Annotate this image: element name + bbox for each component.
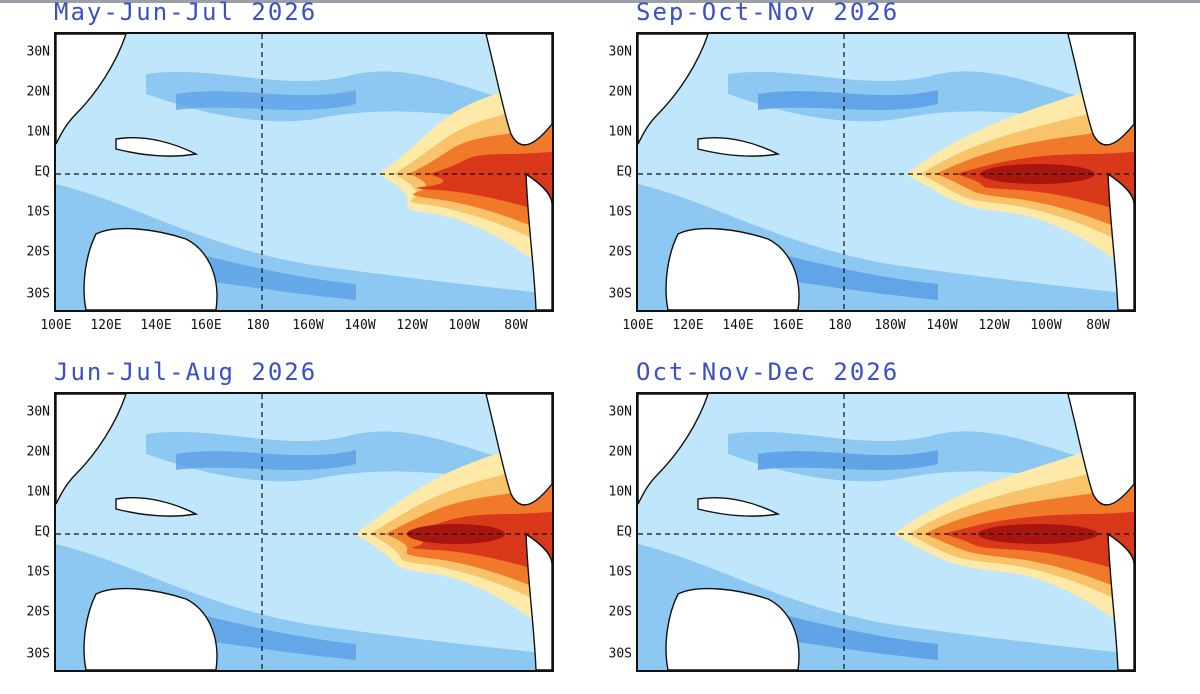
lat-label-20s: 20S <box>608 244 632 260</box>
new-guinea-land <box>697 136 781 157</box>
top-divider <box>0 0 1200 3</box>
lon-label: 180 <box>246 318 270 333</box>
lon-label: 80W <box>504 318 528 333</box>
lat-label-30s: 30S <box>608 286 632 302</box>
lat-label-20n: 20N <box>26 444 50 460</box>
anomaly-map <box>54 392 554 672</box>
lon-label: 100W <box>1030 318 1062 333</box>
lat-label-30n: 30N <box>608 44 632 60</box>
lon-label: 180W <box>874 318 906 333</box>
anomaly-map-svg <box>56 34 552 310</box>
lon-label: 80W <box>1086 318 1110 333</box>
lat-label-20n: 20N <box>608 444 632 460</box>
asia-land <box>638 34 709 145</box>
new-guinea-land <box>697 496 781 517</box>
lat-label-20s: 20S <box>26 244 50 260</box>
map-panel-jun-jul-aug: Jun-Jul-Aug 2026 30N 20N 10N EQ 10S 20S … <box>26 358 586 694</box>
lon-label: 140E <box>140 318 172 333</box>
south-america-land <box>525 172 552 310</box>
asia-land <box>56 394 127 505</box>
lat-label-30n: 30N <box>608 404 632 420</box>
lon-label: 100E <box>622 318 654 333</box>
australia-land <box>83 227 218 310</box>
north-america-land <box>1067 34 1134 146</box>
lat-label-20n: 20N <box>608 84 632 100</box>
lat-label-30n: 30N <box>26 44 50 60</box>
map-panel-sep-oct-nov: Sep-Oct-Nov 2026 30N 20N 10N EQ 10S 20S … <box>608 0 1168 334</box>
asia-land <box>638 394 709 505</box>
panel-title: Sep-Oct-Nov 2026 <box>636 0 900 26</box>
lon-label: 180 <box>828 318 852 333</box>
cool-band-north <box>176 450 356 470</box>
lon-label: 100W <box>448 318 480 333</box>
lat-label-30s: 30S <box>608 646 632 662</box>
lon-label: 160W <box>292 318 324 333</box>
lat-label-10n: 10N <box>608 124 632 140</box>
lon-label: 140W <box>344 318 376 333</box>
anomaly-map <box>636 392 1136 672</box>
lat-label-10s: 10S <box>26 204 50 220</box>
north-america-land <box>1067 394 1134 506</box>
panel-title: May-Jun-Jul 2026 <box>54 0 318 26</box>
panel-title: Oct-Nov-Dec 2026 <box>636 358 900 386</box>
lat-label-eq: EQ <box>616 164 632 180</box>
south-america-land <box>1107 172 1134 310</box>
australia-land <box>665 227 800 310</box>
south-america-land <box>1107 532 1134 670</box>
asia-land <box>56 34 127 145</box>
lat-label-eq: EQ <box>34 524 50 540</box>
cool-band-north <box>176 90 356 110</box>
north-america-land <box>485 394 552 506</box>
lon-label: 120E <box>672 318 704 333</box>
cool-band-north <box>758 450 938 470</box>
anomaly-map <box>54 32 554 312</box>
map-panel-may-jun-jul: May-Jun-Jul 2026 30N 20N 10N EQ 10S 20S … <box>26 0 586 334</box>
lat-label-20n: 20N <box>26 84 50 100</box>
south-america-land <box>525 532 552 670</box>
anomaly-map-svg <box>56 394 552 670</box>
lon-label: 120W <box>978 318 1010 333</box>
lat-label-10s: 10S <box>26 564 50 580</box>
cool-band-north <box>758 90 938 110</box>
anomaly-map-svg <box>638 394 1134 670</box>
anomaly-map-svg <box>638 34 1134 310</box>
australia-land <box>83 587 218 670</box>
lat-label-10n: 10N <box>608 484 632 500</box>
lat-label-20s: 20S <box>26 604 50 620</box>
lat-label-10s: 10S <box>608 204 632 220</box>
lat-label-10n: 10N <box>26 124 50 140</box>
new-guinea-land <box>115 136 199 157</box>
warm-anomaly-core <box>416 152 552 214</box>
lon-label: 160E <box>772 318 804 333</box>
lat-label-10s: 10S <box>608 564 632 580</box>
lon-label: 140E <box>722 318 754 333</box>
north-america-land <box>485 34 552 146</box>
lat-label-30s: 30S <box>26 286 50 302</box>
panel-title: Jun-Jul-Aug 2026 <box>54 358 318 386</box>
lat-label-30s: 30S <box>26 646 50 662</box>
australia-land <box>665 587 800 670</box>
lon-label: 120W <box>396 318 428 333</box>
lon-label: 160E <box>190 318 222 333</box>
anomaly-map <box>636 32 1136 312</box>
lat-label-30n: 30N <box>26 404 50 420</box>
lon-label: 100E <box>40 318 72 333</box>
lat-label-10n: 10N <box>26 484 50 500</box>
map-panel-oct-nov-dec: Oct-Nov-Dec 2026 30N 20N 10N EQ 10S 20S … <box>608 358 1168 694</box>
lon-label: 120E <box>90 318 122 333</box>
lat-label-eq: EQ <box>34 164 50 180</box>
new-guinea-land <box>115 496 199 517</box>
lat-label-20s: 20S <box>608 604 632 620</box>
lat-label-eq: EQ <box>616 524 632 540</box>
lon-label: 140W <box>926 318 958 333</box>
